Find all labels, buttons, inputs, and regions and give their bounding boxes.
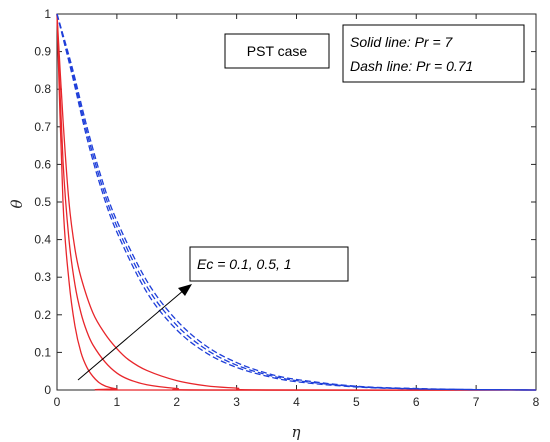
dashed-series-line-5 [56, 13, 537, 391]
case-label: PST case [247, 43, 308, 59]
y-tick-label: 0.6 [34, 157, 51, 171]
y-tick-label: 0.7 [34, 120, 51, 134]
series-lines [56, 13, 537, 391]
x-axis-label: η [292, 423, 301, 441]
y-tick-label: 0.9 [34, 45, 51, 59]
x-tick-label: 6 [413, 395, 420, 409]
y-tick-label: 0.4 [34, 233, 51, 247]
y-tick-label: 0.8 [34, 82, 51, 96]
x-tick-label: 0 [54, 395, 61, 409]
ec-arrow-shaft [77, 289, 185, 381]
x-tick-label: 3 [233, 395, 240, 409]
y-tick-label: 0.5 [34, 195, 51, 209]
x-tick-label: 4 [293, 395, 300, 409]
solid-series-line-1 [56, 13, 537, 391]
solid-series-line-2 [56, 13, 537, 391]
y-tick-label: 0.3 [34, 270, 51, 284]
x-axis-ticks: 0 1 2 3 4 5 6 7 8 [54, 14, 540, 409]
ec-label: Ec = 0.1, 0.5, 1 [197, 256, 292, 272]
legend-dash-line-text: Dash line: Pr = 0.71 [350, 58, 473, 74]
x-tick-label: 8 [533, 395, 540, 409]
solid-series-line-0 [56, 13, 537, 391]
x-tick-label: 7 [473, 395, 480, 409]
x-tick-label: 5 [353, 395, 360, 409]
case-label-box [224, 33, 330, 69]
y-axis-ticks: 0 0.1 0.2 0.3 0.4 0.5 0.6 0.7 0.8 0.9 1 [34, 7, 536, 397]
legend-solid-line-text: Solid line: Pr = 7 [350, 34, 454, 50]
y-axis-label: θ [8, 199, 26, 208]
y-tick-label: 0.2 [34, 308, 51, 322]
legend-box [342, 24, 525, 83]
x-tick-label: 1 [114, 395, 121, 409]
ec-arrow-head [178, 284, 192, 296]
y-tick-label: 0.1 [34, 345, 51, 359]
y-tick-label: 1 [44, 7, 51, 21]
y-tick-label: 0 [44, 383, 51, 397]
dashed-series-line-3 [56, 13, 537, 391]
ec-label-box [189, 246, 349, 282]
x-tick-label: 2 [173, 395, 180, 409]
